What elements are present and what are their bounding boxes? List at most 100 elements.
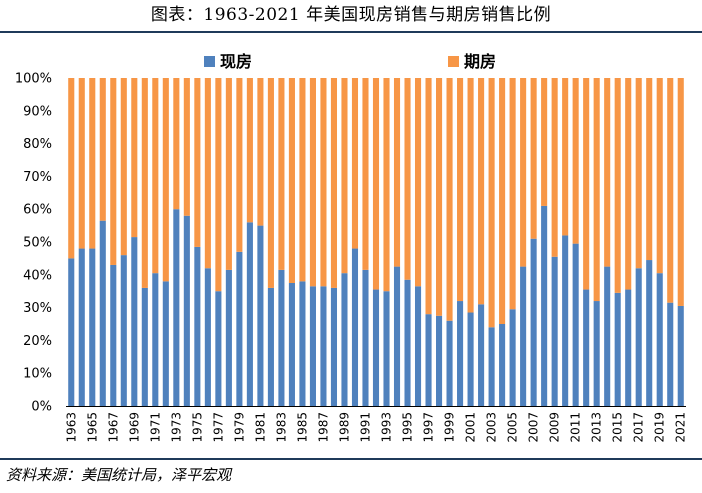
x-tick-label: 1991 — [358, 412, 372, 443]
bar-existing-2009 — [551, 256, 558, 406]
bar-existing-1973 — [173, 209, 180, 406]
x-tick-label: 1995 — [401, 412, 415, 443]
bar-existing-1974 — [183, 215, 190, 406]
bar-presale-1969 — [131, 78, 138, 238]
bar-presale-1989 — [341, 78, 348, 274]
bar-existing-2001 — [467, 312, 474, 406]
x-tick-label: 2009 — [548, 412, 562, 443]
bar-presale-2019 — [656, 78, 663, 274]
bar-presale-2012 — [583, 78, 590, 290]
bar-existing-2007 — [530, 238, 537, 406]
x-tick-label: 1973 — [169, 412, 183, 443]
x-tick-label: 2015 — [611, 412, 625, 443]
y-tick-label: 80% — [23, 137, 52, 152]
legend: 现房 期房 — [204, 52, 496, 71]
bar-presale-2014 — [604, 78, 611, 267]
bar-presale-1979 — [236, 78, 243, 252]
bar-existing-2017 — [635, 268, 642, 406]
bar-existing-1975 — [194, 246, 201, 406]
bar-existing-1979 — [236, 251, 243, 406]
bar-presale-1975 — [194, 78, 201, 247]
bar-existing-2003 — [488, 327, 495, 406]
bar-existing-1999 — [446, 320, 453, 406]
bar-existing-1968 — [120, 255, 127, 406]
bar-presale-2000 — [457, 78, 464, 302]
y-tick-label: 40% — [23, 268, 52, 283]
bar-existing-2020 — [667, 302, 674, 406]
bar-presale-1970 — [141, 78, 148, 288]
y-tick-label: 50% — [23, 236, 52, 251]
bar-presale-1974 — [183, 78, 190, 216]
bar-existing-1977 — [215, 291, 222, 406]
x-tick-label: 2013 — [590, 412, 604, 443]
x-tick-label: 1981 — [253, 412, 267, 443]
bar-existing-1981 — [257, 225, 264, 406]
bar-presale-1977 — [215, 78, 222, 292]
bar-existing-2019 — [656, 273, 663, 406]
bar-existing-1994 — [393, 266, 401, 406]
x-tick-label: 1999 — [443, 412, 457, 443]
bar-existing-1997 — [425, 314, 432, 406]
bar-presale-1980 — [246, 78, 253, 223]
legend-swatch-presale — [448, 56, 459, 67]
bar-existing-1985 — [299, 281, 306, 406]
bar-existing-1980 — [246, 222, 253, 406]
bar-presale-1963 — [68, 78, 75, 259]
bar-presale-1971 — [152, 78, 159, 274]
bar-existing-2013 — [593, 301, 600, 406]
bar-presale-2010 — [562, 78, 569, 236]
legend-swatch-existing — [204, 56, 215, 67]
bar-presale-1996 — [414, 78, 422, 287]
x-tick-label: 1987 — [316, 412, 330, 443]
x-tick-label: 2017 — [632, 412, 646, 443]
bar-presale-1995 — [404, 78, 411, 280]
bar-existing-1986 — [309, 286, 316, 406]
x-tick-label: 1993 — [380, 412, 394, 443]
bar-existing-2014 — [604, 266, 611, 406]
bar-presale-2006 — [520, 78, 527, 267]
bar-existing-1996 — [414, 286, 422, 406]
bar-existing-2015 — [614, 292, 621, 406]
x-tick-label: 1983 — [274, 412, 288, 443]
bar-existing-2008 — [541, 205, 548, 406]
bar-existing-1993 — [383, 291, 390, 406]
y-axis: 0% 10% 20% 30% 40% 50% 60% 70% 80% 90% 100% — [15, 72, 52, 415]
x-tick-label: 1975 — [190, 412, 204, 443]
bars — [68, 78, 684, 406]
bar-presale-2021 — [677, 78, 684, 306]
bar-presale-1999 — [446, 78, 453, 321]
bar-presale-2018 — [646, 78, 653, 261]
bar-presale-1988 — [330, 78, 338, 288]
bar-existing-1987 — [320, 286, 327, 406]
chart-title: 图表：1963-2021 年美国现房销售与期房销售比例 — [150, 5, 552, 25]
bar-presale-2004 — [499, 78, 506, 324]
bar-presale-1968 — [120, 78, 127, 256]
x-tick-label: 1985 — [295, 412, 309, 443]
bar-presale-2011 — [572, 78, 579, 244]
bar-existing-1969 — [131, 237, 138, 406]
source-note: 资料来源：美国统计局，泽平宏观 — [6, 466, 232, 484]
bar-existing-1992 — [372, 289, 380, 406]
bar-presale-2013 — [593, 78, 600, 302]
x-tick-label: 2005 — [506, 412, 520, 443]
bar-existing-2016 — [625, 289, 632, 406]
title-underline — [0, 31, 702, 33]
x-tick-label: 2007 — [527, 412, 541, 443]
y-tick-label: 60% — [23, 203, 52, 218]
x-tick-label: 2019 — [653, 412, 667, 443]
bar-existing-1965 — [89, 248, 96, 406]
y-tick-label: 0% — [31, 400, 52, 415]
x-tick-label: 1989 — [337, 412, 351, 443]
bar-presale-2009 — [551, 78, 558, 257]
bar-existing-2010 — [562, 235, 569, 406]
bar-presale-1998 — [436, 78, 443, 316]
bar-existing-2000 — [457, 301, 464, 406]
bar-presale-1991 — [362, 78, 369, 270]
bar-existing-1998 — [436, 315, 443, 406]
bar-presale-1965 — [89, 78, 96, 249]
bar-existing-2002 — [478, 304, 485, 406]
bar-presale-1986 — [309, 78, 316, 287]
bar-presale-1985 — [299, 78, 306, 282]
bar-presale-1978 — [225, 78, 232, 270]
bar-presale-2001 — [467, 78, 474, 313]
